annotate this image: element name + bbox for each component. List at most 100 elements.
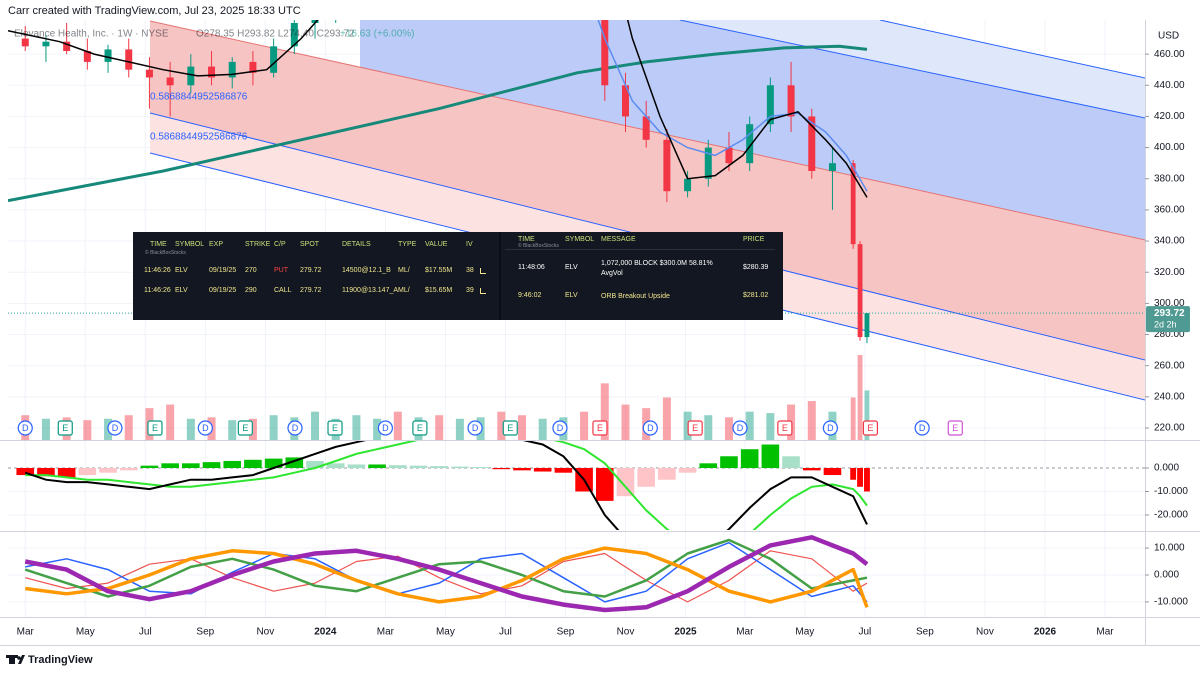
y-tick-label: 240.00 bbox=[1154, 391, 1185, 402]
table-cell: 279.72 bbox=[300, 287, 322, 294]
x-tick-label: Sep bbox=[557, 627, 575, 638]
column-header: SYMBOL bbox=[175, 241, 205, 248]
event-marker: E bbox=[777, 420, 793, 436]
table-cell: 279.72 bbox=[300, 267, 322, 274]
y-tick-label: 220.00 bbox=[1154, 423, 1185, 434]
volume-bar bbox=[455, 418, 464, 440]
candle-body bbox=[746, 124, 754, 164]
table-cell: 11:46:26 bbox=[144, 287, 171, 294]
candle-body bbox=[864, 313, 870, 338]
moving-average bbox=[597, 20, 868, 192]
event-marker: D bbox=[107, 420, 123, 436]
signal-line bbox=[25, 441, 868, 530]
histogram-bar bbox=[782, 456, 800, 469]
y-tick-label: -10.000 bbox=[1154, 597, 1188, 608]
symbol-legend: Elevance Health, Inc. · 1W · NYSE bbox=[14, 29, 169, 40]
oscillator-line bbox=[24, 535, 869, 613]
channel-line bbox=[679, 20, 1145, 119]
histogram-bar bbox=[802, 468, 821, 471]
candle-body bbox=[42, 41, 50, 47]
last-price-label: 293.72 bbox=[1154, 308, 1185, 319]
histogram-bar bbox=[823, 468, 842, 476]
x-tick-label: Jul bbox=[858, 627, 871, 638]
event-badge bbox=[377, 420, 393, 436]
x-tick-label: Nov bbox=[617, 627, 635, 638]
y-tick-label: 280.00 bbox=[1154, 329, 1185, 340]
histogram-bar bbox=[637, 468, 655, 487]
histogram-bar bbox=[430, 466, 449, 469]
histogram-bar bbox=[699, 463, 718, 469]
event-label: D bbox=[919, 423, 926, 433]
volume-bar bbox=[538, 418, 547, 440]
candle-body bbox=[857, 244, 863, 338]
y-tick-label: 0.000 bbox=[1154, 463, 1179, 474]
column-header: SYMBOL bbox=[565, 236, 595, 243]
histogram-bar bbox=[761, 444, 780, 469]
volume-bar bbox=[850, 397, 856, 440]
footer-logo: TradingView bbox=[6, 654, 93, 666]
ohlc-legend: O278.35 H293.82 L274.40 C293.72 bbox=[196, 29, 355, 40]
oscillator-line bbox=[25, 550, 868, 603]
event-marker: D bbox=[732, 420, 748, 436]
histogram-bar bbox=[99, 468, 117, 473]
event-label: E bbox=[332, 423, 338, 433]
change-legend: +16.63 (+6.00%) bbox=[340, 29, 415, 40]
x-tick-label: Jul bbox=[499, 627, 512, 638]
x-tick-label: Sep bbox=[196, 627, 214, 638]
table-cell: $15.65M bbox=[425, 287, 453, 294]
histogram-bar bbox=[451, 466, 469, 469]
histogram-bar bbox=[326, 463, 345, 469]
event-label: E bbox=[952, 423, 958, 433]
event-marker: E bbox=[592, 420, 608, 436]
event-badge bbox=[822, 420, 838, 436]
event-badge bbox=[777, 420, 793, 436]
event-label: E bbox=[152, 423, 158, 433]
event-badge bbox=[642, 420, 658, 436]
volume-bar bbox=[186, 418, 195, 440]
volume-bar bbox=[864, 390, 870, 440]
event-marker: D bbox=[822, 420, 838, 436]
table-cell: 09/19/25 bbox=[209, 267, 237, 274]
volume-bar bbox=[724, 417, 733, 440]
histogram-bar bbox=[595, 468, 614, 501]
candle-body bbox=[808, 116, 816, 171]
histogram-bar bbox=[182, 463, 200, 469]
column-header: TYPE bbox=[398, 241, 417, 248]
footer-brand: TradingView bbox=[28, 654, 93, 666]
candle-body bbox=[228, 61, 236, 78]
event-badge bbox=[687, 420, 703, 436]
event-marker: D bbox=[197, 420, 213, 436]
column-header: DETAILS bbox=[342, 241, 371, 248]
table-cell: 09/19/25 bbox=[209, 287, 237, 294]
event-badge bbox=[57, 420, 73, 436]
volume-bar bbox=[807, 401, 816, 440]
table-cell: CALL bbox=[274, 287, 292, 294]
drawing-label: 0.5868844952586876 bbox=[150, 92, 248, 103]
event-marker: D bbox=[467, 420, 483, 436]
histogram-bar bbox=[616, 468, 635, 497]
oscillator-line bbox=[24, 546, 869, 608]
volume-bar bbox=[857, 355, 863, 440]
histogram-bar bbox=[533, 468, 552, 472]
event-label: D bbox=[202, 423, 209, 433]
candle-body bbox=[850, 163, 856, 245]
x-tick-label: May bbox=[76, 627, 95, 638]
candle-body bbox=[766, 85, 774, 125]
event-badge bbox=[502, 420, 518, 436]
histogram-bar bbox=[850, 468, 857, 480]
event-badge bbox=[107, 420, 123, 436]
x-tick-label: May bbox=[436, 627, 455, 638]
candle-body bbox=[83, 51, 91, 62]
watermark: © BlackBoxStocks bbox=[145, 250, 186, 256]
x-tick-label: May bbox=[795, 627, 814, 638]
event-marker: E bbox=[502, 420, 518, 436]
event-label: E bbox=[62, 423, 68, 433]
event-label: E bbox=[782, 423, 788, 433]
column-header: TIME bbox=[518, 236, 535, 243]
volume-bar bbox=[41, 418, 50, 440]
y-tick-label: 10.000 bbox=[1154, 543, 1185, 554]
histogram-bar bbox=[409, 465, 428, 469]
table-cell: 39 bbox=[466, 287, 474, 294]
event-marker: D bbox=[642, 420, 658, 436]
histogram-bar bbox=[513, 468, 531, 471]
